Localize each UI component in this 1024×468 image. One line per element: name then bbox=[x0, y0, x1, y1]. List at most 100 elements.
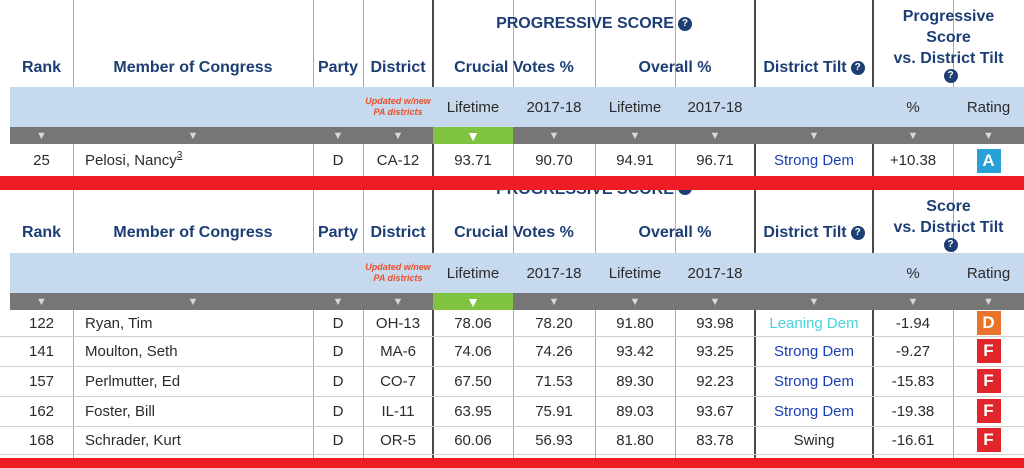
row-divider bbox=[0, 336, 1024, 337]
column-divider bbox=[73, 190, 74, 458]
district-tilt-value: Swing bbox=[793, 431, 835, 449]
cell-rank: 168 bbox=[10, 426, 73, 454]
sort-arrow-member[interactable]: ▼ bbox=[73, 293, 313, 310]
help-icon[interactable]: ? bbox=[677, 17, 692, 31]
district-header[interactable]: District bbox=[363, 50, 433, 86]
sort-arrow-rank[interactable]: ▼ bbox=[10, 127, 73, 144]
sort-arrow-tilt[interactable]: ▼ bbox=[755, 293, 873, 310]
percent-subheader[interactable]: % bbox=[873, 87, 953, 127]
percent-subheader[interactable]: % bbox=[873, 253, 953, 293]
cell-district: OH-13 bbox=[363, 310, 433, 336]
sort-arrow-party[interactable]: ▼ bbox=[313, 293, 363, 310]
rank-header[interactable]: Rank bbox=[10, 50, 73, 86]
party-header[interactable]: Party bbox=[313, 215, 363, 251]
year-label: 2017-18 bbox=[687, 98, 743, 116]
sort-arrow-ov_year[interactable]: ▼ bbox=[675, 127, 755, 144]
sort-arrow-ov_year[interactable]: ▼ bbox=[675, 293, 755, 310]
sort-arrow-cv_year[interactable]: ▼ bbox=[513, 293, 595, 310]
progressive-vs-tilt-header: Progressive Score vs. District Tilt? bbox=[873, 4, 1024, 84]
district-tilt-value: Strong Dem bbox=[773, 372, 855, 390]
cell-vs: -19.38 bbox=[873, 396, 953, 426]
column-divider bbox=[953, 190, 954, 458]
sort-arrow-cv_lifetime[interactable]: ▼ bbox=[433, 293, 513, 310]
crucial-year-subheader[interactable]: 2017-18 bbox=[513, 253, 595, 293]
help-icon[interactable]: ? bbox=[850, 61, 865, 75]
sort-arrow-ov_lifetime[interactable]: ▼ bbox=[595, 293, 675, 310]
crucial-lifetime-subheader[interactable]: Lifetime bbox=[433, 87, 513, 127]
cell-ov_lifetime: 94.91 bbox=[595, 145, 675, 176]
sort-arrow-tilt[interactable]: ▼ bbox=[755, 127, 873, 144]
district-tilt-value: Strong Dem bbox=[773, 152, 855, 169]
district-value: CO-7 bbox=[380, 372, 416, 390]
cv_year-value: 74.26 bbox=[535, 342, 573, 360]
sort-arrow-rank[interactable]: ▼ bbox=[10, 293, 73, 310]
table-fragment-bottom: PROGRESSIVE SCORE? Score vs. District Tilt… bbox=[0, 190, 1024, 458]
crucial-lifetime-subheader[interactable]: Lifetime bbox=[433, 253, 513, 293]
overall-header[interactable]: Overall % bbox=[595, 215, 755, 251]
rating-badge: F bbox=[976, 428, 1001, 452]
cell-vs: -1.94 bbox=[873, 310, 953, 336]
crucial-votes-header[interactable]: Crucial Votes % bbox=[433, 215, 595, 251]
cv_lifetime-value: 78.06 bbox=[454, 314, 492, 332]
help-icon[interactable]: ? bbox=[850, 226, 865, 240]
crucial-year-subheader[interactable]: 2017-18 bbox=[513, 87, 595, 127]
sort-arrow-cv_year[interactable]: ▼ bbox=[513, 127, 595, 144]
lifetime-label: Lifetime bbox=[608, 98, 662, 116]
overall-lifetime-subheader[interactable]: Lifetime bbox=[595, 87, 675, 127]
help-icon[interactable]: ? bbox=[677, 190, 692, 195]
ov_year-value: 93.98 bbox=[696, 314, 734, 332]
overall-lifetime-subheader[interactable]: Lifetime bbox=[595, 253, 675, 293]
help-icon[interactable]: ? bbox=[943, 68, 958, 83]
member-header[interactable]: Member of Congress bbox=[73, 215, 313, 251]
party-value: D bbox=[332, 342, 344, 360]
chevron-down-icon: ▼ bbox=[332, 129, 344, 142]
crucial-votes-header[interactable]: Crucial Votes % bbox=[433, 50, 595, 86]
district-tilt-header[interactable]: District Tilt? bbox=[755, 215, 873, 251]
rating-subheader[interactable]: Rating bbox=[953, 87, 1024, 127]
help-icon[interactable]: ? bbox=[943, 238, 958, 252]
cell-ov_lifetime: 89.30 bbox=[595, 366, 675, 396]
overall-header[interactable]: Overall % bbox=[595, 50, 755, 86]
district-tilt-header-label: District Tilt bbox=[763, 224, 847, 241]
cell-rank: 122 bbox=[10, 310, 73, 336]
percent-label: % bbox=[906, 98, 920, 116]
rank-header-label: Rank bbox=[21, 59, 62, 76]
cell-cv_lifetime: 67.50 bbox=[433, 366, 513, 396]
overall-year-subheader[interactable]: 2017-18 bbox=[675, 87, 755, 127]
cell-party: D bbox=[313, 366, 363, 396]
footnote-link[interactable]: 3 bbox=[176, 150, 183, 161]
column-divider bbox=[363, 190, 364, 458]
member-header[interactable]: Member of Congress bbox=[73, 50, 313, 86]
sort-arrow-vs[interactable]: ▼ bbox=[873, 127, 953, 144]
party-header[interactable]: Party bbox=[313, 50, 363, 86]
sort-arrow-grade[interactable]: ▼ bbox=[953, 293, 1024, 310]
member-header-label: Member of Congress bbox=[113, 59, 273, 76]
chevron-down-icon: ▼ bbox=[36, 295, 47, 308]
sort-arrow-member[interactable]: ▼ bbox=[73, 127, 313, 144]
cell-district: IL-11 bbox=[363, 396, 433, 426]
rank-value: 162 bbox=[28, 402, 55, 420]
sort-arrow-district[interactable]: ▼ bbox=[363, 127, 433, 144]
cell-tilt: Strong Dem bbox=[755, 145, 873, 176]
rating-badge: F bbox=[976, 339, 1001, 363]
score-label: Score bbox=[926, 28, 971, 46]
rating-subheader[interactable]: Rating bbox=[953, 253, 1024, 293]
sort-arrow-vs[interactable]: ▼ bbox=[873, 293, 953, 310]
sort-arrow-cv_lifetime[interactable]: ▼ bbox=[433, 127, 513, 144]
rank-value: 122 bbox=[28, 314, 55, 332]
rank-header[interactable]: Rank bbox=[10, 215, 73, 251]
district-tilt-header[interactable]: District Tilt? bbox=[755, 50, 873, 86]
district-header[interactable]: District bbox=[363, 215, 433, 251]
cell-ov_year: 93.98 bbox=[675, 310, 755, 336]
cv_lifetime-value: 93.71 bbox=[454, 152, 492, 169]
sort-arrow-party[interactable]: ▼ bbox=[313, 127, 363, 144]
sort-arrow-ov_lifetime[interactable]: ▼ bbox=[595, 127, 675, 144]
cell-cv_lifetime: 63.95 bbox=[433, 396, 513, 426]
ov_lifetime-value: 93.42 bbox=[616, 342, 654, 360]
sort-arrow-district[interactable]: ▼ bbox=[363, 293, 433, 310]
district-value: MA-6 bbox=[380, 342, 416, 360]
sort-arrow-grade[interactable]: ▼ bbox=[953, 127, 1024, 144]
overall-year-subheader[interactable]: 2017-18 bbox=[675, 253, 755, 293]
cell-cv_lifetime: 93.71 bbox=[433, 145, 513, 176]
cell-cv_lifetime: 60.06 bbox=[433, 426, 513, 454]
